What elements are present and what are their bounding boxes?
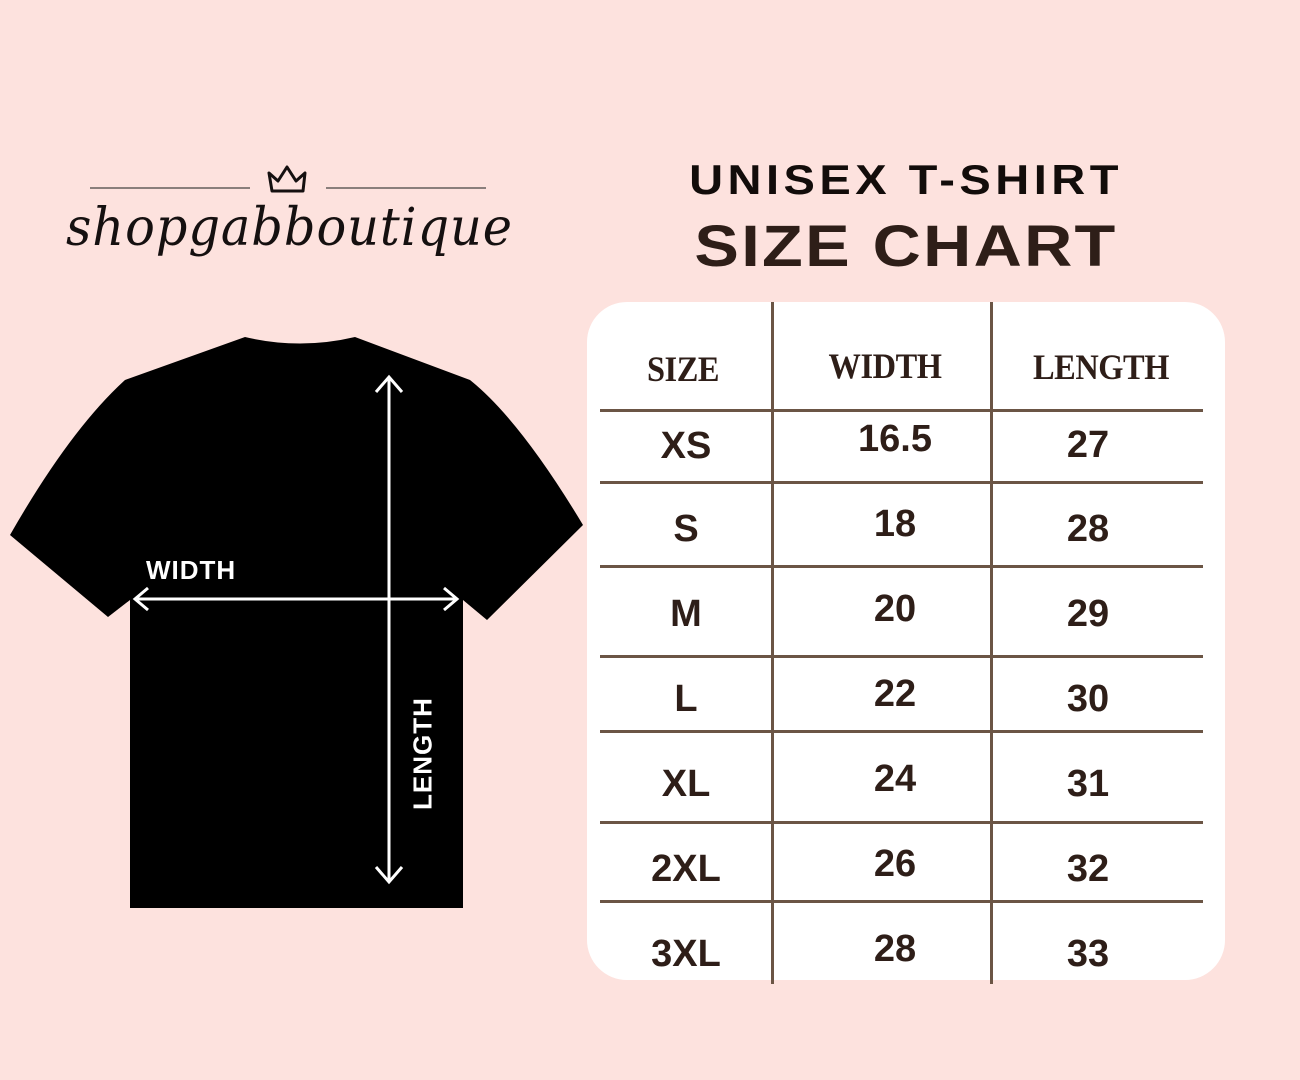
- cell-size: XL: [661, 763, 711, 805]
- crown-icon: [267, 165, 307, 193]
- cell-size: 3XL: [651, 933, 721, 975]
- cell-size: L: [674, 678, 698, 720]
- cell-length: 27: [1066, 424, 1110, 466]
- column-divider: [771, 302, 774, 984]
- cell-width: 24: [873, 758, 917, 800]
- header-size: SIZE: [646, 349, 720, 389]
- cell-length: 33: [1066, 933, 1110, 975]
- cell-size: XS: [660, 425, 712, 467]
- cell-size: S: [673, 508, 699, 550]
- tshirt-diagram: [10, 337, 583, 908]
- size-table: [587, 302, 1225, 980]
- row-divider: [600, 821, 1203, 824]
- header-width: WIDTH: [828, 346, 942, 386]
- cell-width: 28: [873, 928, 917, 970]
- header-length: LENGTH: [1033, 347, 1169, 387]
- cell-size: 2XL: [651, 848, 721, 890]
- cell-length: 31: [1066, 763, 1110, 805]
- cell-length: 32: [1066, 848, 1110, 890]
- logo-rule-right: [326, 187, 486, 189]
- length-label: LENGTH: [407, 697, 438, 810]
- tshirt-shape: [10, 337, 583, 908]
- column-divider: [990, 302, 993, 984]
- row-divider: [600, 900, 1203, 903]
- length-arrow: [374, 374, 404, 885]
- cell-width: 20: [873, 588, 917, 630]
- heading-line2: SIZE CHART: [694, 214, 1118, 279]
- cell-width: 26: [873, 843, 917, 885]
- logo-rule-left: [90, 187, 250, 189]
- cell-width: 22: [873, 673, 917, 715]
- cell-width: 18: [873, 503, 917, 545]
- cell-size: M: [670, 593, 702, 635]
- row-divider: [600, 655, 1203, 658]
- width-arrow: [132, 586, 460, 612]
- width-label: WIDTH: [146, 555, 237, 585]
- cell-length: 30: [1066, 678, 1110, 720]
- row-divider: [600, 730, 1203, 733]
- row-divider: [600, 481, 1203, 484]
- row-divider: [600, 565, 1203, 568]
- row-divider: [600, 409, 1203, 412]
- brand-logo: shopgabboutique: [66, 198, 513, 258]
- cell-length: 29: [1066, 593, 1110, 635]
- cell-width: 16.5: [858, 418, 932, 460]
- heading-line1: UNISEX T-SHIRT: [689, 156, 1123, 203]
- cell-length: 28: [1066, 508, 1110, 550]
